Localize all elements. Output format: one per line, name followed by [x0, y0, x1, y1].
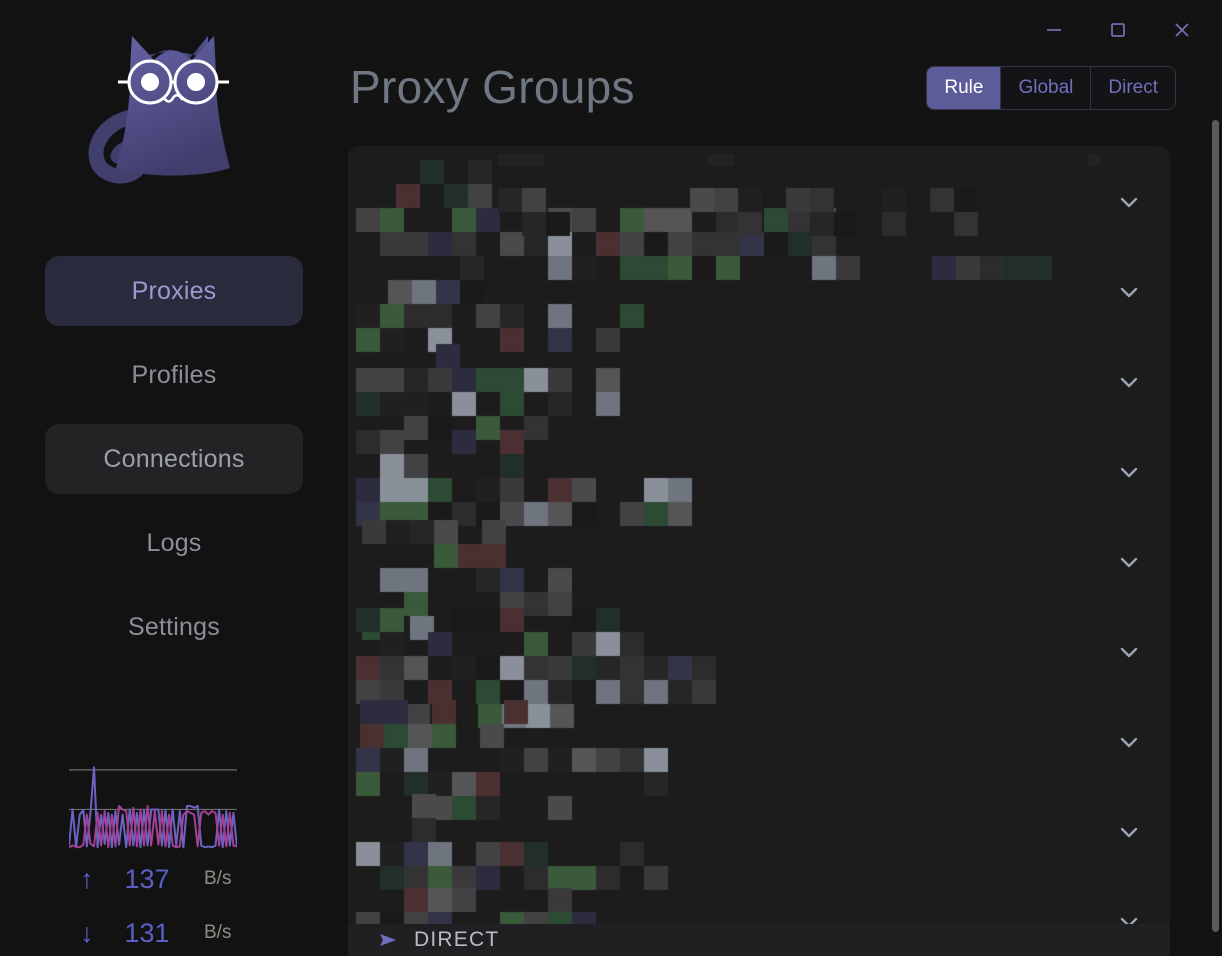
traffic-panel: ↑ 137 B/s ↓ 131 B/s [0, 746, 348, 956]
download-speed-unit: B/s [204, 922, 232, 943]
page-title: Proxy Groups [350, 61, 635, 113]
scrollbar-thumb[interactable] [1212, 120, 1219, 932]
titlebar: Proxy Groups Rule Global Direct [348, 0, 1222, 148]
table-row[interactable] [348, 517, 1170, 607]
chevron-down-icon[interactable] [1114, 367, 1144, 397]
sidebar-item-profiles[interactable]: Profiles [45, 340, 303, 410]
table-row[interactable] [348, 427, 1170, 517]
chevron-down-icon[interactable] [1114, 187, 1144, 217]
download-speed-value: 131 [124, 917, 170, 948]
sidebar-item-logs[interactable]: Logs [45, 508, 303, 578]
mode-label: Global [1018, 77, 1074, 98]
download-arrow-icon: ↓ [80, 917, 94, 948]
upload-arrow-icon: ↑ [80, 863, 94, 894]
upload-speed-row: ↑ 137 B/s [70, 862, 270, 896]
vertical-scrollbar[interactable] [1208, 100, 1222, 956]
sidebar: Proxies Profiles Connections Logs Settin… [0, 0, 348, 956]
sidebar-item-label: Logs [146, 528, 202, 557]
sidebar-item-label: Proxies [131, 276, 217, 305]
sidebar-item-label: Connections [103, 444, 245, 473]
traffic-chart [69, 763, 237, 849]
main-content: Proxy Groups Rule Global Direct [348, 0, 1222, 956]
send-arrow-icon [378, 930, 400, 950]
table-row[interactable] [348, 787, 1170, 877]
table-row[interactable] [348, 607, 1170, 697]
chevron-down-icon[interactable] [1114, 727, 1144, 757]
mode-button-rule[interactable]: Rule [927, 67, 1001, 109]
clash-cat-logo [74, 18, 274, 214]
list-item-label: DIRECT [414, 928, 500, 951]
sidebar-item-settings[interactable]: Settings [45, 592, 303, 662]
sidebar-item-label: Profiles [131, 360, 217, 389]
mode-button-global[interactable]: Global [1000, 67, 1091, 109]
mode-label: Direct [1108, 77, 1158, 98]
chevron-down-icon[interactable] [1114, 547, 1144, 577]
close-button[interactable] [1152, 8, 1212, 52]
mode-label: Rule [944, 77, 984, 98]
proxy-mode-switch: Rule Global Direct [926, 66, 1176, 110]
chevron-down-icon[interactable] [1114, 817, 1144, 847]
download-speed-row: ↓ 131 B/s [70, 916, 270, 950]
upload-speed-value: 137 [124, 863, 170, 894]
sidebar-item-label: Settings [128, 612, 220, 641]
list-item-direct[interactable]: DIRECT [348, 924, 1170, 956]
sidebar-item-connections[interactable]: Connections [45, 424, 303, 494]
maximize-button[interactable] [1088, 8, 1148, 52]
minimize-button[interactable] [1024, 8, 1084, 52]
table-row[interactable] [348, 697, 1170, 787]
chevron-down-icon[interactable] [1114, 277, 1144, 307]
table-row[interactable] [348, 337, 1170, 427]
sidebar-nav: Proxies Profiles Connections Logs Settin… [0, 256, 348, 676]
chevron-down-icon[interactable] [1114, 637, 1144, 667]
window-controls [1024, 8, 1212, 52]
upload-speed-unit: B/s [204, 868, 232, 889]
proxy-group-list[interactable]: DIRECT [348, 146, 1170, 956]
table-row[interactable] [348, 247, 1170, 337]
redacted-content-overlay [348, 146, 1170, 956]
chevron-down-icon[interactable] [1114, 457, 1144, 487]
mode-button-direct[interactable]: Direct [1090, 67, 1175, 109]
sidebar-item-proxies[interactable]: Proxies [45, 256, 303, 326]
table-row[interactable] [348, 157, 1170, 247]
